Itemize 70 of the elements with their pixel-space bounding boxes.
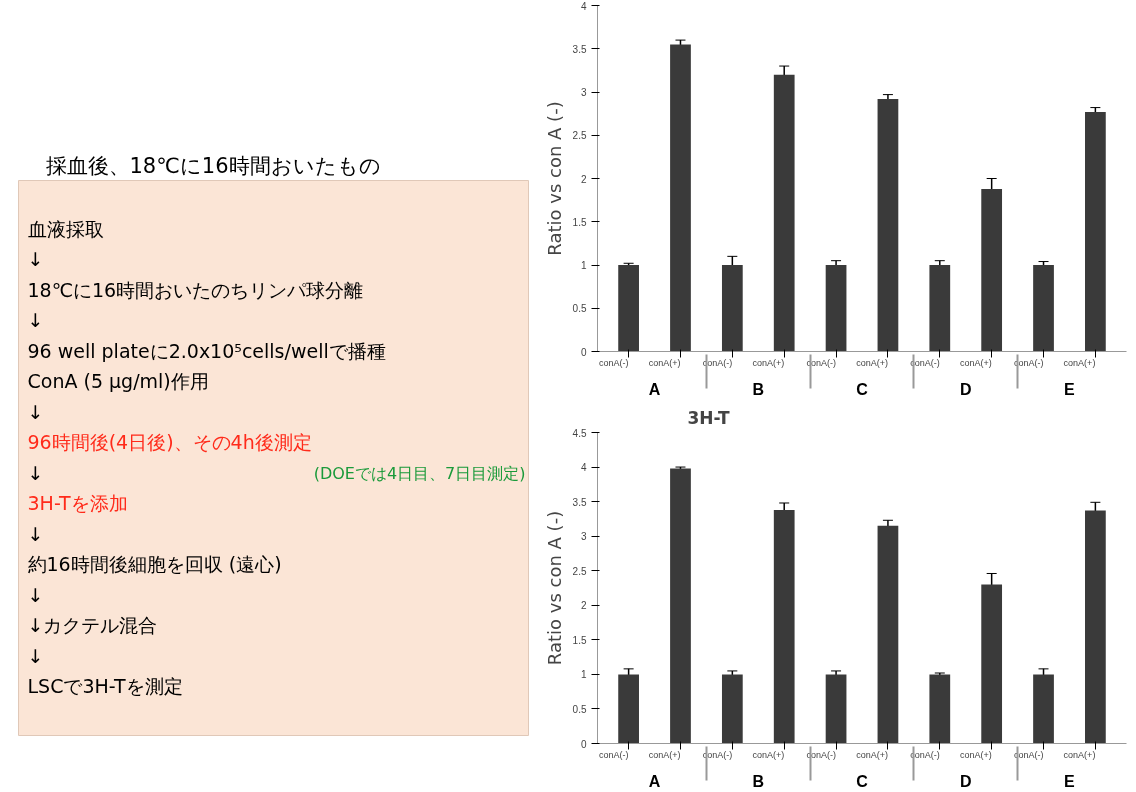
- text: C: [856, 772, 869, 790]
- x-tick-label: conA(+): [856, 357, 888, 368]
- x-tick-label: conA(+): [856, 749, 888, 760]
- x-tick-label: conA(-): [910, 749, 940, 760]
- y-tick-label: 3.5: [572, 43, 587, 55]
- x-tick-label: conA(-): [910, 357, 940, 368]
- text: ↓: [27, 583, 44, 606]
- text: E: [1064, 380, 1076, 398]
- y-tick-label: 0: [580, 346, 587, 358]
- text: 96時間後(4日後)、その4h後測定: [27, 431, 312, 453]
- x-tick-label: conA(+): [1063, 357, 1096, 368]
- y-tick-label: 3.5: [572, 496, 587, 508]
- x-tick-label: conA(+): [752, 357, 785, 368]
- y-tick-label: 3: [580, 87, 587, 98]
- text: 96 well plateに2.0x10⁵cells/wellで播種: [27, 339, 386, 362]
- text: 採血後、18℃に16時間おいたもの: [45, 153, 381, 178]
- x-tick-label: conA(+): [1063, 749, 1096, 760]
- y-tick-label: 2: [580, 600, 587, 612]
- x-tick-label: conA(-): [1014, 357, 1044, 368]
- y-tick-label: 2.5: [572, 565, 587, 577]
- chart-title: 3H-T: [687, 407, 731, 428]
- y-tick-label: 4: [580, 0, 587, 12]
- y-tick-label: 1: [580, 669, 587, 681]
- text: (DOEでは4日目、7日目測定): [313, 463, 526, 483]
- text: B: [752, 380, 765, 398]
- text: D: [959, 380, 972, 398]
- text: A: [648, 380, 661, 398]
- text: 血液採取: [27, 217, 104, 240]
- y-tick-label: 0.5: [572, 703, 587, 715]
- y-tick-label: 3: [580, 531, 587, 543]
- y-tick-label: 2: [580, 173, 587, 185]
- text: ↓: [27, 400, 44, 423]
- x-tick-label: conA(+): [959, 357, 992, 368]
- y-tick-label: 1.5: [572, 216, 587, 228]
- x-tick-label: conA(+): [959, 749, 992, 760]
- y-tick-label: 4: [580, 462, 587, 474]
- x-tick-label: conA(-): [599, 357, 629, 368]
- text: ↓: [27, 309, 44, 331]
- x-tick-label: conA(-): [806, 357, 837, 368]
- text: LSCで3H-Tを測定: [27, 675, 183, 697]
- y-tick-label: 1.5: [572, 634, 587, 646]
- y-tick-label: 1: [580, 260, 587, 271]
- y-tick-label: 4.5: [572, 427, 587, 439]
- text: 約16時間後細胞を回収 (遠心): [27, 553, 282, 575]
- y-axis-title: Ratio vs con A (-): [543, 101, 565, 256]
- text: E: [1064, 772, 1076, 790]
- x-tick-label: conA(-): [702, 357, 733, 368]
- text: ↓カクテル混合: [27, 614, 158, 636]
- text: ConA (5 μg/ml)作用: [27, 370, 209, 392]
- y-tick-label: 2.5: [572, 130, 587, 142]
- text: ↓: [27, 522, 44, 545]
- text: ↓: [27, 248, 44, 270]
- text: ↓: [27, 644, 44, 667]
- x-tick-label: conA(+): [648, 749, 681, 760]
- text: 18℃に16時間おいたのちリンパ球分離: [27, 278, 364, 301]
- text: A: [648, 772, 661, 790]
- x-tick-label: conA(-): [1014, 749, 1044, 760]
- text: 3H-Tを添加: [27, 492, 128, 514]
- x-tick-label: conA(-): [702, 749, 733, 760]
- text: ↓: [27, 461, 44, 484]
- text: C: [856, 380, 869, 398]
- y-tick-label: 0.5: [572, 303, 587, 315]
- x-tick-label: conA(-): [806, 749, 837, 760]
- x-tick-label: conA(-): [599, 749, 629, 760]
- x-tick-label: conA(+): [648, 357, 681, 368]
- text: D: [959, 772, 972, 790]
- x-tick-label: conA(+): [752, 749, 785, 760]
- y-tick-label: 0: [580, 738, 587, 750]
- text: B: [752, 772, 765, 790]
- y-axis-title: Ratio vs con A (-): [543, 510, 565, 666]
